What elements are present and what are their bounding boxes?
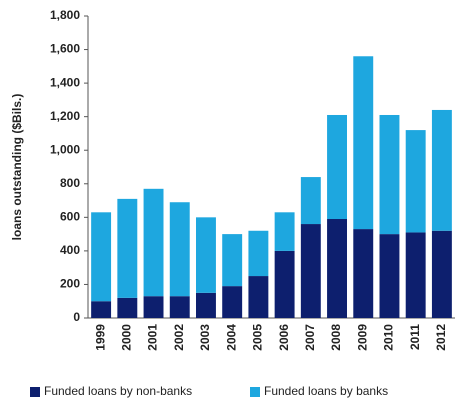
y-tick-label: 600 [60, 210, 80, 224]
y-tick-label: 1,800 [50, 8, 80, 22]
x-tick-label: 2005 [251, 324, 265, 351]
bar [274, 212, 295, 251]
bar [248, 276, 269, 318]
bar [379, 234, 400, 318]
bar [91, 212, 112, 302]
bar [222, 286, 243, 318]
bar [379, 114, 400, 235]
bar [169, 202, 190, 297]
bar [143, 296, 164, 318]
x-tick-label: 2006 [277, 324, 291, 351]
legend-label: Funded loans by non-banks [44, 384, 192, 398]
bar [143, 188, 164, 297]
x-tick-label: 2004 [224, 324, 238, 351]
bar [405, 232, 426, 318]
bar [405, 130, 426, 233]
x-tick-label: 2009 [355, 324, 369, 351]
y-tick-label: 800 [60, 176, 80, 190]
bar [117, 297, 138, 318]
x-tick-label: 2012 [434, 324, 448, 351]
x-tick-label: 2003 [198, 324, 212, 351]
legend-label: Funded loans by banks [264, 384, 388, 398]
y-tick-label: 1,400 [50, 75, 80, 89]
x-tick-label: 2000 [119, 324, 133, 351]
y-axis-title: loans outstanding ($Bils.) [10, 94, 24, 241]
bar [300, 177, 321, 225]
x-tick-label: 2002 [172, 324, 186, 351]
bar [117, 198, 138, 298]
x-tick-label: 2008 [329, 324, 343, 351]
bar [353, 56, 374, 230]
bar [274, 250, 295, 318]
legend-swatch [30, 387, 40, 397]
bar [248, 230, 269, 277]
y-tick-label: 1,600 [50, 42, 80, 56]
y-tick-label: 1,200 [50, 109, 80, 123]
y-tick-label: 200 [60, 277, 80, 291]
bar [431, 230, 452, 318]
x-tick-label: 2011 [408, 324, 422, 350]
bar [327, 114, 347, 220]
bar [169, 296, 190, 318]
x-tick-label: 2007 [303, 324, 317, 351]
bar [196, 217, 216, 293]
legend-swatch [250, 387, 260, 397]
y-tick-label: 0 [73, 310, 80, 324]
x-tick-label: 2001 [146, 324, 160, 351]
y-tick-label: 1,000 [50, 142, 80, 156]
bar [196, 292, 216, 318]
x-tick-label: 2010 [382, 324, 396, 351]
x-tick-label: 1999 [93, 324, 107, 351]
bar [91, 301, 112, 318]
bar [353, 229, 374, 318]
bar [300, 224, 321, 318]
bar [431, 109, 452, 231]
bar [222, 234, 243, 287]
bar [327, 219, 347, 318]
y-tick-label: 400 [60, 243, 80, 257]
